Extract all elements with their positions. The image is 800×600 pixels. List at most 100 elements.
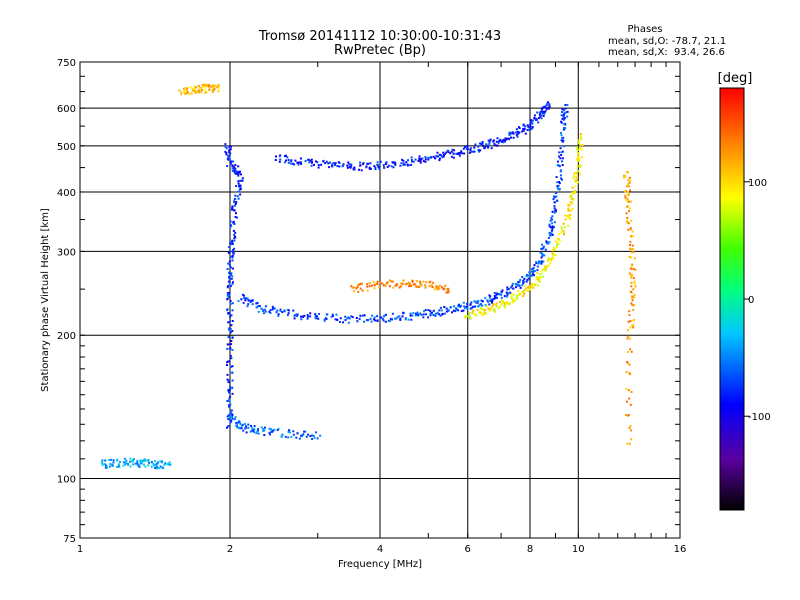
- data-point: [350, 285, 353, 288]
- data-point: [229, 303, 232, 306]
- data-point: [528, 288, 531, 291]
- data-point: [372, 281, 375, 284]
- data-point: [466, 305, 469, 308]
- data-point: [474, 305, 477, 308]
- data-point: [374, 319, 377, 322]
- data-point: [237, 300, 240, 302]
- data-point: [551, 257, 554, 260]
- data-point: [164, 462, 167, 465]
- data-point: [255, 432, 258, 435]
- data-point: [231, 160, 234, 163]
- data-point: [234, 203, 237, 205]
- data-point: [235, 170, 237, 173]
- data-point: [545, 266, 548, 269]
- data-point: [548, 223, 551, 226]
- data-point: [633, 280, 636, 283]
- data-point: [546, 265, 549, 267]
- data-point: [156, 466, 159, 469]
- data-point: [226, 268, 229, 270]
- data-point: [634, 268, 637, 271]
- data-point: [296, 161, 299, 164]
- data-point: [379, 281, 382, 284]
- data-point: [228, 146, 231, 149]
- data-point: [306, 317, 309, 320]
- data-point: [561, 228, 564, 231]
- data-point: [524, 125, 527, 128]
- data-point: [227, 312, 230, 314]
- data-point: [241, 179, 244, 182]
- data-point: [541, 248, 543, 250]
- data-point: [127, 462, 129, 465]
- data-point: [477, 148, 480, 151]
- data-point: [327, 162, 330, 165]
- data-point: [398, 286, 401, 289]
- data-point: [403, 163, 406, 166]
- data-point: [402, 279, 405, 282]
- data-point: [557, 242, 560, 245]
- data-point: [334, 318, 337, 321]
- data-point: [369, 317, 372, 320]
- data-point: [454, 310, 457, 313]
- data-point: [628, 397, 631, 400]
- data-point: [230, 224, 233, 227]
- data-point: [545, 104, 548, 107]
- data-point: [347, 161, 350, 164]
- data-point: [411, 160, 413, 163]
- data-point: [227, 295, 230, 297]
- data-point: [488, 309, 491, 312]
- data-point: [225, 153, 228, 156]
- data-point: [370, 284, 373, 287]
- data-point: [331, 163, 334, 166]
- data-point: [249, 430, 252, 433]
- data-point: [630, 267, 633, 270]
- data-point: [391, 312, 394, 315]
- data-point: [627, 351, 629, 353]
- data-point: [561, 137, 564, 140]
- y-tick-label: 75: [63, 534, 76, 545]
- data-point: [306, 313, 309, 316]
- data-point: [632, 288, 635, 291]
- data-point: [427, 158, 430, 161]
- data-point: [227, 389, 230, 391]
- data-point: [536, 111, 539, 114]
- data-point: [484, 304, 487, 307]
- data-point: [495, 302, 498, 305]
- data-point: [428, 284, 431, 287]
- data-point: [234, 198, 237, 201]
- data-point: [524, 132, 527, 135]
- data-point: [528, 286, 531, 289]
- data-point: [233, 201, 236, 204]
- data-point: [512, 136, 515, 139]
- data-point: [228, 158, 231, 161]
- data-point: [230, 272, 233, 275]
- data-point: [228, 283, 231, 286]
- data-point: [227, 336, 230, 339]
- data-point: [231, 320, 234, 322]
- data-point: [434, 157, 437, 160]
- data-point: [231, 254, 234, 257]
- data-point: [626, 361, 629, 364]
- data-point: [570, 202, 573, 205]
- data-point: [629, 373, 632, 376]
- data-point: [630, 429, 633, 432]
- data-point: [537, 121, 540, 124]
- data-point: [376, 161, 379, 164]
- data-point: [559, 147, 562, 150]
- data-point: [312, 434, 315, 437]
- data-point: [529, 125, 532, 128]
- data-point: [473, 313, 476, 316]
- data-point: [522, 130, 525, 132]
- data-point: [134, 462, 137, 465]
- data-point: [287, 159, 290, 161]
- data-point: [625, 190, 627, 193]
- data-point: [238, 427, 241, 430]
- data-point: [516, 295, 519, 298]
- data-point: [623, 176, 626, 179]
- data-point: [539, 110, 542, 113]
- x-tick-label: 10: [572, 544, 585, 555]
- data-point: [577, 157, 579, 160]
- data-point: [156, 462, 159, 465]
- data-point: [215, 86, 218, 89]
- data-point: [401, 158, 404, 161]
- data-point: [576, 165, 579, 168]
